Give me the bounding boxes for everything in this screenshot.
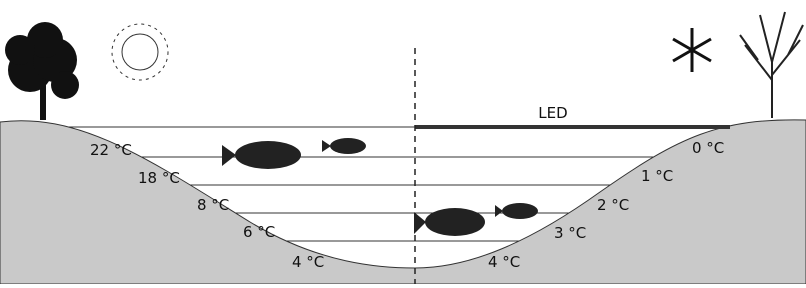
temperature-label: 3 °C (554, 224, 586, 242)
sun (112, 24, 168, 80)
temperature-label: 22 °C (90, 141, 132, 159)
fish (222, 138, 538, 236)
temperature-label: 8 °C (197, 196, 229, 214)
temperature-label: 2 °C (597, 196, 629, 214)
led-label: LED (538, 104, 567, 122)
temperature-label: 4 °C (292, 253, 324, 271)
temperature-label: 18 °C (138, 169, 180, 187)
lake-diagram: LED 22 °C 18 °C 8 °C 6 °C 4 °C 0 °C 1 °C… (0, 0, 806, 284)
bare-tree (740, 12, 803, 118)
temperature-label: 0 °C (692, 139, 724, 157)
temperature-label: 4 °C (488, 253, 520, 271)
snowflake (673, 28, 711, 72)
temperature-label: 1 °C (641, 167, 673, 185)
temperature-label: 6 °C (243, 223, 275, 241)
tree (5, 22, 79, 120)
